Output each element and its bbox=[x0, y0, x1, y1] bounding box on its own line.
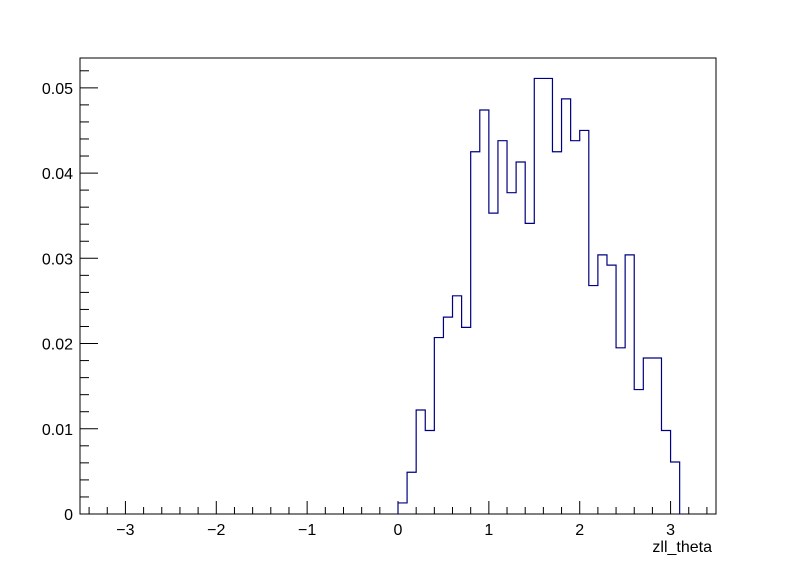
histogram-bin bbox=[398, 503, 407, 514]
histogram-bin bbox=[580, 130, 589, 514]
x-tick-label: −1 bbox=[298, 522, 316, 539]
histogram-bin bbox=[434, 338, 443, 514]
histogram-bin bbox=[425, 430, 434, 514]
x-tick-label: 2 bbox=[575, 522, 584, 539]
histogram-bin bbox=[498, 141, 507, 514]
histogram-bin bbox=[598, 255, 607, 514]
histogram-bin bbox=[661, 430, 670, 514]
histogram-bin bbox=[534, 78, 543, 514]
histogram-bin bbox=[489, 213, 498, 514]
histogram-bin bbox=[416, 410, 425, 514]
histogram-bin bbox=[625, 255, 634, 514]
x-axis-title: zll_theta bbox=[652, 539, 712, 556]
y-axis: 0 0.01 0.02 0.03 0.04 0.05 bbox=[42, 70, 98, 524]
histogram-bin bbox=[443, 317, 452, 514]
histogram-bin bbox=[607, 265, 616, 514]
histogram-bin bbox=[589, 286, 598, 514]
histogram-outline bbox=[397, 77, 681, 514]
histogram-bin bbox=[462, 327, 471, 514]
y-tick-label: 0 bbox=[64, 507, 73, 524]
x-tick-label: −2 bbox=[207, 522, 225, 539]
x-tick-label: 3 bbox=[666, 522, 675, 539]
x-tick-label: 1 bbox=[484, 522, 493, 539]
histogram-bin bbox=[634, 390, 643, 514]
x-tick-label: 0 bbox=[394, 522, 403, 539]
histogram-bin bbox=[562, 99, 571, 514]
x-axis: −3 −2 −1 0 1 2 3 bbox=[88, 501, 708, 539]
histogram-bin bbox=[616, 348, 625, 514]
histogram-bin bbox=[480, 110, 489, 514]
histogram-bin bbox=[453, 296, 462, 514]
histogram-bin bbox=[407, 472, 416, 514]
histogram-bin bbox=[643, 358, 652, 514]
y-tick-label: 0.05 bbox=[42, 81, 73, 98]
y-tick-label: 0.01 bbox=[42, 422, 73, 439]
y-tick-label: 0.03 bbox=[42, 251, 73, 268]
histogram-bin bbox=[552, 152, 561, 514]
histogram-bin bbox=[671, 462, 680, 514]
histogram-bin bbox=[543, 78, 552, 514]
histogram-bin bbox=[471, 152, 480, 514]
histogram-bin bbox=[525, 223, 534, 514]
x-tick-label: −3 bbox=[116, 522, 134, 539]
histogram-bin bbox=[516, 162, 525, 514]
histogram-bin bbox=[507, 193, 516, 514]
histogram-bins bbox=[398, 78, 680, 514]
y-tick-label: 0.04 bbox=[42, 166, 73, 183]
histogram-bin bbox=[652, 358, 661, 514]
y-tick-label: 0.02 bbox=[42, 337, 73, 354]
histogram-bin bbox=[571, 141, 580, 514]
